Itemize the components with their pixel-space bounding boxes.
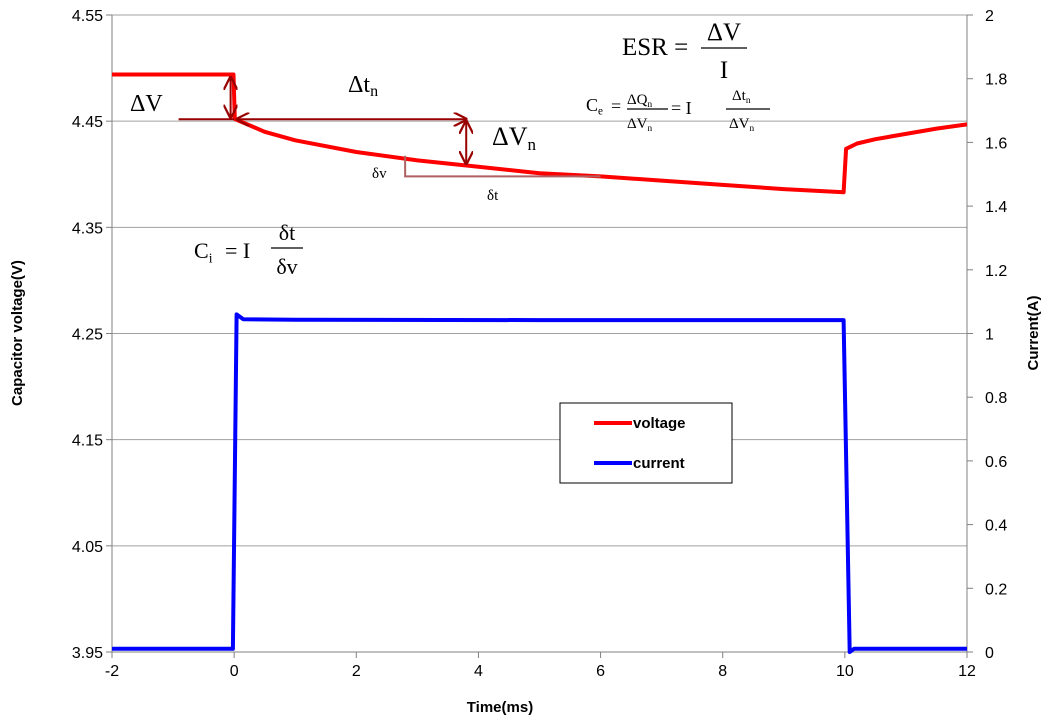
ci-label-main: C [194,238,209,263]
y-right-tick-label: 1.8 [985,72,1007,89]
x-tick-labels: -2 0 2 4 6 8 10 12 [105,663,976,680]
y-right-tick-label: 0.2 [985,581,1007,598]
x-tick-label: 2 [352,663,361,680]
y-right-tick-label: 1.4 [985,199,1007,216]
x-tick-label: 0 [230,663,239,680]
y-right-tick-labels: 0 0.2 0.4 0.6 0.8 1 1.2 1.4 1.6 1.8 2 [985,8,1007,662]
y-left-tick-label: 4.55 [72,8,103,25]
x-tick-label: 6 [596,663,605,680]
y-left-tick-label: 4.15 [72,433,103,450]
small-dv-label: δv [372,166,387,182]
y-right-tick-label: 1.6 [985,135,1007,152]
delta-vn-label: ΔVn [492,122,537,154]
x-tick-label: 4 [474,663,483,680]
y-right-tick-label: 0 [985,645,994,662]
legend-label-voltage: voltage [633,415,686,432]
y-right-tick-label: 1.2 [985,263,1007,280]
delta-vn-sub: n [528,135,537,154]
ce-label-sub: e [598,106,603,118]
ce-den1-main: ΔV [627,116,648,132]
delta-v-label: ΔV [130,91,163,117]
y-left-tick-labels: 3.95 4.05 4.15 4.25 4.35 4.45 4.55 [72,8,103,662]
ci-label: Ci [194,238,213,265]
ce-equals: = [611,96,621,116]
y-right-tick-label: 0.8 [985,390,1007,407]
x-tick-label: 8 [718,663,727,680]
y-right-tick-label: 1 [985,327,994,344]
gridlines [112,14,967,547]
y-left-tick-label: 3.95 [72,645,103,662]
legend-box [559,402,733,484]
ce-num1-main: ΔQ [627,92,648,108]
y-left-tick-label: 4.35 [72,220,103,237]
ce-den2-main: ΔV [729,116,750,132]
esr-numerator: ΔV [707,19,741,46]
delta-tn-label: Δtn [348,72,378,100]
ce-den1: ΔVn [627,116,652,134]
x-tick-label: 12 [958,663,976,680]
ce-den2: ΔVn [729,116,754,134]
ce-num2-sub: n [746,96,751,106]
small-dt-label: δt [487,188,499,204]
legend-label-current: current [633,455,685,472]
series-lines [112,72,968,654]
ci-numerator: δt [279,220,295,245]
y-right-tick-label: 2 [985,8,994,25]
ce-den1-sub: n [647,124,652,134]
tangent-triangle [404,155,601,178]
axes [106,14,973,658]
ci-label-sub: i [209,250,213,265]
ce-den2-sub: n [749,124,754,134]
series-line-current [112,312,967,654]
x-axis-title: Time(ms) [467,699,533,716]
y-left-tick-label: 4.25 [72,327,103,344]
ce-label-main: C [586,95,598,115]
legend: voltage current [559,402,733,484]
ce-label: Ce [586,95,603,118]
ce-num1: ΔQn [627,92,652,110]
series-line-voltage [112,72,968,195]
y-right-tick-label: 0.6 [985,454,1007,471]
ce-num2: Δtn [732,88,751,106]
y-right-tick-label: 0.4 [985,518,1007,535]
ce-mid: = I [671,98,692,118]
delta-vn-main: ΔV [492,122,528,151]
ce-num1-sub: n [647,100,652,110]
ce-num2-main: Δt [732,88,747,104]
y-right-axis-title: Current(A) [1025,296,1042,371]
esr-label: ESR = [622,34,688,61]
x-tick-label: -2 [105,663,119,680]
y-left-tick-label: 4.05 [72,539,103,556]
y-left-axis-title: Capacitor voltage(V) [9,260,26,406]
y-left-tick-label: 4.45 [72,114,103,131]
esr-denominator: I [720,57,728,84]
ci-mid: = I [225,238,250,263]
delta-tn-main: Δt [348,72,370,98]
delta-tn-sub: n [370,83,378,100]
ci-denominator: δv [276,254,297,279]
x-tick-label: 10 [836,663,854,680]
